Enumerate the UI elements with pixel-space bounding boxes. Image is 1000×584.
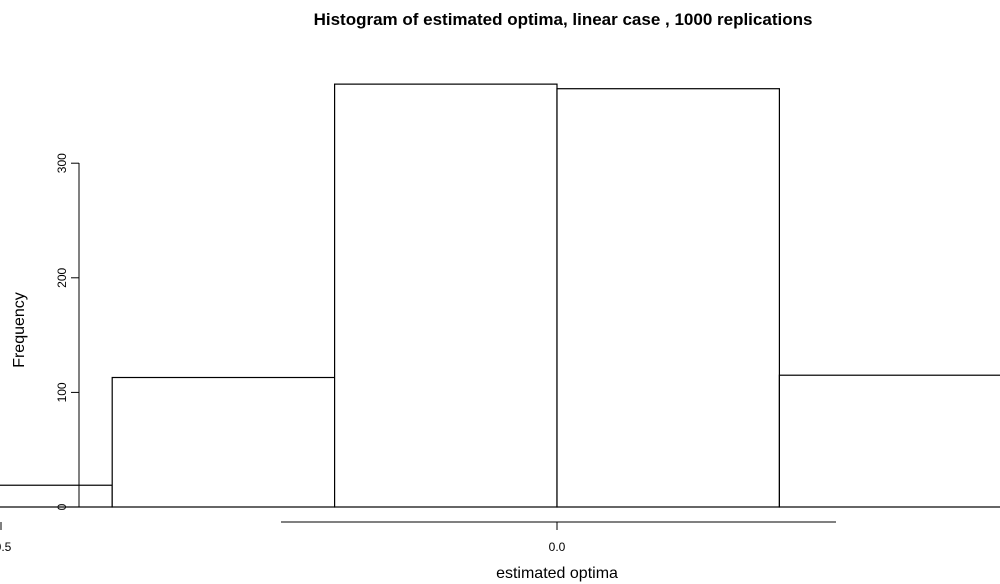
x-tick-label: -0.5 bbox=[0, 540, 12, 554]
y-tick-label: 0 bbox=[55, 503, 69, 510]
histogram-bar-4 bbox=[334, 83, 558, 508]
histogram-bars bbox=[0, 83, 1000, 508]
y-tick-label: 200 bbox=[55, 267, 69, 287]
histogram-bar-6 bbox=[778, 374, 1000, 508]
y-axis-ticks: 0 100 200 300 bbox=[55, 153, 79, 510]
histogram-bar-3 bbox=[111, 376, 336, 508]
x-tick-label: 0.0 bbox=[549, 540, 566, 554]
histogram-bar-5 bbox=[556, 88, 780, 508]
x-axis-label: estimated optima bbox=[496, 565, 618, 582]
x-axis-ticks: -0.50.00.5 bbox=[0, 522, 566, 554]
y-tick-label: 300 bbox=[55, 153, 69, 173]
y-axis: 0 100 200 300 bbox=[55, 153, 80, 510]
x-axis: -0.50.00.5 bbox=[0, 521, 836, 554]
y-axis-label: Frequency bbox=[11, 292, 28, 368]
y-tick-label: 100 bbox=[55, 382, 69, 402]
chart-title: Histogram of estimated optima, linear ca… bbox=[314, 10, 813, 29]
